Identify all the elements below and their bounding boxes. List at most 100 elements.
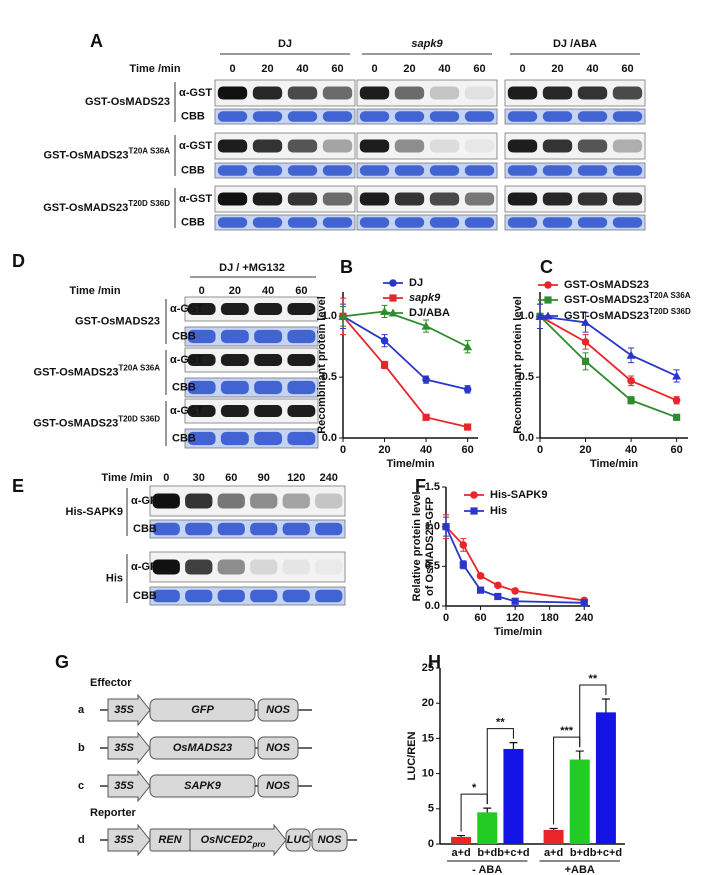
- legend-label: GST-OsMADS23T20D S36D: [564, 307, 691, 322]
- legend-label-part: His: [490, 505, 507, 517]
- cbb-band: [220, 329, 249, 344]
- blot-band: [542, 139, 573, 153]
- probe-label: α-GST: [170, 303, 203, 315]
- probe-label: α-GFP: [131, 561, 164, 573]
- point: [672, 396, 681, 405]
- point: [464, 423, 472, 431]
- part-label: NOS: [318, 834, 343, 846]
- time-point: 40: [586, 63, 598, 75]
- time-point: 90: [258, 472, 270, 484]
- cbb-band: [359, 111, 390, 122]
- terminator-box: [285, 828, 311, 852]
- cbb-band: [287, 329, 316, 344]
- point: [421, 321, 431, 330]
- cbb-band: [464, 217, 495, 228]
- blot-band: [612, 192, 643, 206]
- legend-label: GST-OsMADS23T20A S36A: [564, 291, 691, 306]
- y-axis-title: of OsMADS23-GFP: [424, 497, 436, 596]
- point: [442, 523, 450, 531]
- construct-id: b: [78, 742, 85, 754]
- cbb-band: [187, 380, 216, 395]
- part-label-part: NOS: [266, 704, 291, 716]
- x-tick-label: 60: [461, 444, 473, 456]
- cbb-band: [542, 217, 573, 228]
- blot-band: [217, 86, 248, 100]
- time-point: 60: [621, 63, 633, 75]
- error-bar: [509, 742, 518, 749]
- part-label-part: 35S: [114, 834, 134, 846]
- cbb-frame: [214, 108, 356, 125]
- legend-label: His-SAPK9: [490, 489, 547, 501]
- significance-label: *: [472, 782, 477, 794]
- blot-band: [577, 192, 608, 206]
- blot-band: [185, 493, 213, 509]
- x-tick-label: 0: [537, 444, 543, 456]
- blot-band: [217, 192, 248, 206]
- time-point: 20: [229, 285, 241, 297]
- point: [380, 336, 389, 345]
- significance-label: ***: [560, 725, 574, 737]
- x-axis-title: Time/min: [386, 458, 434, 470]
- cbb-band: [394, 165, 425, 176]
- cbb-band: [315, 522, 343, 536]
- point: [581, 357, 590, 365]
- row-name: GST-OsMADS23: [75, 315, 160, 327]
- point: [463, 342, 473, 351]
- time-label: Time /min: [129, 63, 180, 75]
- series-line: [342, 315, 468, 391]
- cbb-frame: [184, 428, 319, 449]
- blot-band: [254, 303, 283, 315]
- part-label-part: NOS: [266, 780, 291, 792]
- point: [627, 396, 635, 404]
- cbb-band: [464, 165, 495, 176]
- part-label-part: 35S: [114, 780, 134, 792]
- legend-marker: [470, 491, 478, 499]
- part-label: 35S: [114, 834, 134, 846]
- blot-band: [359, 86, 390, 100]
- blot-band: [185, 559, 213, 575]
- row-name-part: GST-OsMADS23: [85, 96, 170, 108]
- terminator-box: [257, 736, 299, 760]
- cbb-band: [282, 522, 310, 536]
- cbb-band: [287, 165, 318, 176]
- panel-letter: F: [415, 476, 426, 496]
- cbb-band: [250, 589, 278, 603]
- panel-letter: A: [90, 31, 103, 51]
- time-point: 0: [519, 63, 525, 75]
- y-tick-label: 10: [422, 768, 434, 780]
- part-label: REN: [158, 834, 182, 846]
- blot-band: [287, 139, 318, 153]
- x-tick-label: 0: [340, 444, 346, 456]
- row-name: His: [106, 572, 123, 584]
- x-tick-label: 40: [625, 444, 637, 456]
- y-tick-label: 1.0: [519, 310, 534, 322]
- point: [673, 413, 681, 421]
- blot-band: [250, 559, 278, 575]
- terminator-box: [149, 736, 256, 760]
- part-label: NOS: [266, 742, 291, 754]
- stain-label: CBB: [181, 216, 205, 228]
- y-tick-label: 0.5: [322, 371, 337, 383]
- row-name: His-SAPK9: [66, 506, 123, 518]
- promoter-arrow: [107, 731, 151, 765]
- time-point: 240: [320, 472, 338, 484]
- bar: [451, 836, 472, 844]
- blot-band: [464, 139, 495, 153]
- series-line: [539, 315, 677, 377]
- series-line: [342, 315, 468, 428]
- cbb-frame: [356, 108, 498, 125]
- x-tick-label: a+d: [544, 847, 563, 859]
- part-label: OsMADS23: [173, 742, 232, 754]
- point: [626, 350, 636, 359]
- part-label-part: 35S: [114, 704, 134, 716]
- legend-label-part: DJ: [409, 277, 423, 289]
- blot-band: [359, 139, 390, 153]
- y-tick-label: 20: [422, 697, 434, 709]
- point: [627, 377, 635, 385]
- row-name-part: GST-OsMADS23: [33, 417, 118, 429]
- row-name: GST-OsMADS23T20A S36A: [44, 146, 171, 161]
- blot-band: [577, 86, 608, 100]
- blot-band: [542, 192, 573, 206]
- terminator-box: [257, 774, 299, 798]
- blot-band: [464, 86, 495, 100]
